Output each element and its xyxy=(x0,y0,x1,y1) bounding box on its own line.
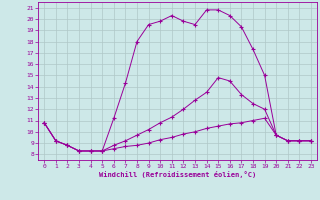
X-axis label: Windchill (Refroidissement éolien,°C): Windchill (Refroidissement éolien,°C) xyxy=(99,171,256,178)
